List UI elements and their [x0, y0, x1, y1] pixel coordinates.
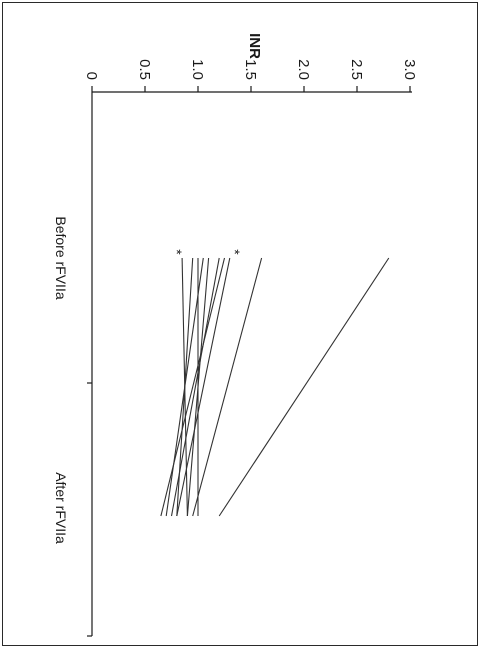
figure-frame — [2, 2, 478, 646]
y-tick-label: 2.0 — [295, 59, 312, 80]
y-tick-label: 1.5 — [242, 59, 259, 80]
y-tick-label: 1.0 — [189, 59, 206, 80]
patient-series-line — [176, 257, 231, 517]
significance-marker: * — [227, 249, 243, 255]
x-category-label: Before rFVIIa — [53, 216, 69, 299]
y-tick-label: 0.5 — [136, 59, 153, 80]
patient-series-line — [192, 257, 263, 517]
y-axis-label: INR — [246, 33, 263, 59]
patient-series-line — [160, 257, 226, 517]
patient-series-line — [181, 257, 188, 517]
patient-series-line — [218, 257, 390, 517]
x-category-label: After rFVIIa — [53, 472, 69, 544]
y-tick-label: 0 — [83, 72, 100, 80]
significance-marker: * — [169, 249, 185, 255]
y-tick-label: 2.5 — [348, 59, 365, 80]
y-tick-label: 3.0 — [401, 59, 418, 80]
